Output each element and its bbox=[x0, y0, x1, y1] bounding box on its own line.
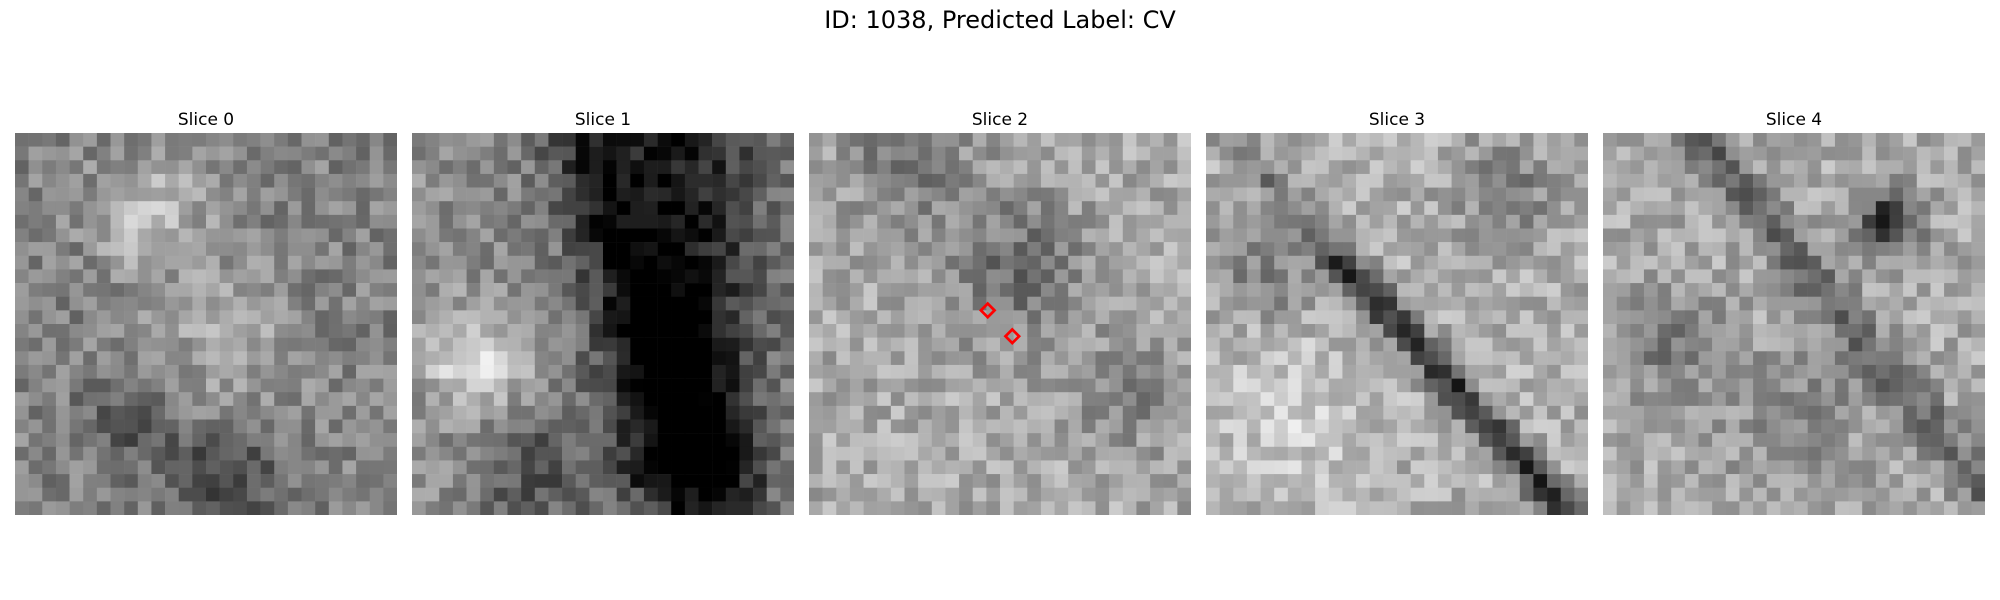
slice-title: Slice 0 bbox=[177, 110, 235, 130]
slice-title: Slice 1 bbox=[574, 110, 632, 130]
slice-title: Slice 3 bbox=[1368, 110, 1426, 130]
slice-image-1 bbox=[412, 133, 794, 515]
slice-panel-2: Slice 2 bbox=[809, 107, 1191, 515]
slice-panel-3: Slice 3 bbox=[1206, 107, 1588, 515]
slice-title: Slice 2 bbox=[971, 110, 1029, 130]
slice-panel-4: Slice 4 bbox=[1603, 107, 1985, 515]
figure-title: ID: 1038, Predicted Label: CV bbox=[824, 6, 1176, 34]
slice-image-3 bbox=[1206, 133, 1588, 515]
red-marker bbox=[1003, 327, 1022, 346]
slice-image-2 bbox=[809, 133, 1191, 515]
slice-panel-0: Slice 0 bbox=[15, 107, 397, 515]
slice-panel-1: Slice 1 bbox=[412, 107, 794, 515]
slice-image-0 bbox=[15, 133, 397, 515]
red-marker bbox=[978, 301, 997, 320]
slice-image-4 bbox=[1603, 133, 1985, 515]
slice-title: Slice 4 bbox=[1765, 110, 1823, 130]
